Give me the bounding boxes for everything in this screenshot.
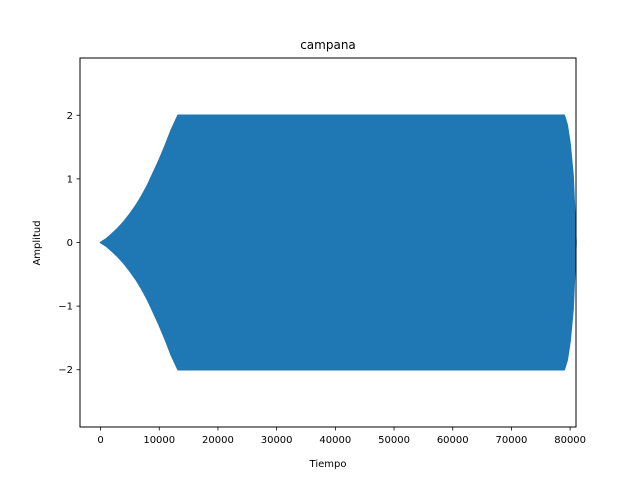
y-tick-label: −2 [58,365,73,376]
x-tick-label: 20000 [202,435,234,446]
x-axis: 0 10000 20000 30000 40000 50000 60000 70000 8000… [97,427,586,446]
chart-title: campana [300,38,356,52]
x-tick-label: 30000 [261,435,293,446]
y-axis-title: Amplitud [32,220,43,265]
x-tick-label: 70000 [496,435,528,446]
plot-layer [99,114,577,371]
x-tick-label: 50000 [378,435,410,446]
x-tick-label: 40000 [319,435,351,446]
x-tick-label: 80000 [554,435,586,446]
x-axis-title: Tiempo [309,459,347,470]
series-0-signal-envelope [99,114,577,371]
y-tick-label: −1 [58,302,73,313]
x-tick-label: 0 [97,435,103,446]
y-tick-label: 0 [67,238,73,249]
x-tick-label: 60000 [437,435,469,446]
x-tick-label: 10000 [143,435,175,446]
y-tick-label: 1 [67,174,73,185]
y-axis: −2 −1 0 1 2 [58,111,80,376]
y-tick-label: 2 [67,111,73,122]
